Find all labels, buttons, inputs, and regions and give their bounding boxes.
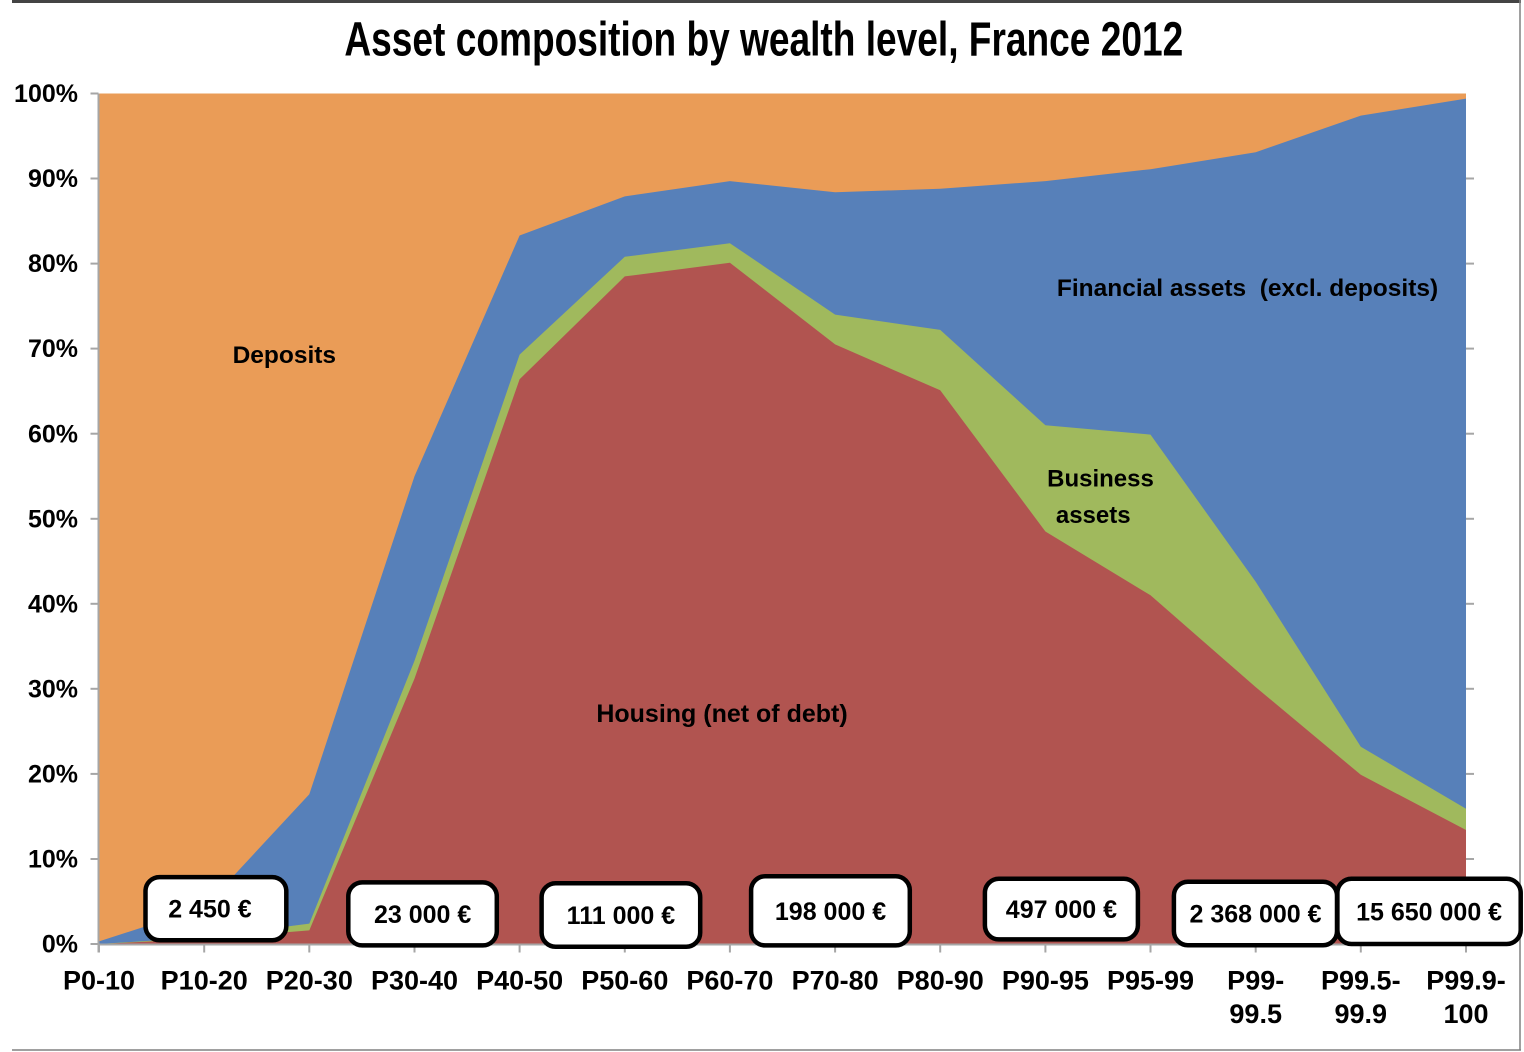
svg-text:100%: 100% [14, 80, 78, 108]
svg-text:Deposits: Deposits [233, 342, 336, 369]
svg-text:15 650 000 €: 15 650 000 € [1356, 898, 1502, 926]
svg-text:23 000 €: 23 000 € [374, 901, 471, 929]
svg-text:P40-50: P40-50 [476, 966, 563, 996]
svg-text:P80-90: P80-90 [897, 966, 984, 996]
svg-text:40%: 40% [28, 590, 78, 618]
svg-text:P50-60: P50-60 [581, 966, 668, 996]
svg-text:99.5: 99.5 [1229, 999, 1282, 1029]
svg-text:assets: assets [1056, 502, 1131, 529]
svg-text:60%: 60% [28, 420, 78, 448]
svg-text:20%: 20% [28, 761, 78, 789]
svg-text:80%: 80% [28, 250, 78, 278]
svg-text:P95-99: P95-99 [1107, 966, 1194, 996]
svg-text:70%: 70% [28, 335, 78, 363]
svg-text:Financial assets (excl. depos: Financial assets (excl. deposits) [1057, 275, 1438, 302]
svg-text:P99.5-: P99.5- [1321, 966, 1401, 996]
svg-text:198 000 €: 198 000 € [775, 898, 886, 926]
svg-text:50%: 50% [28, 505, 78, 533]
svg-text:90%: 90% [28, 165, 78, 193]
svg-text:P70-80: P70-80 [792, 966, 879, 996]
svg-text:111 000 €: 111 000 € [567, 902, 676, 930]
svg-text:P60-70: P60-70 [686, 966, 773, 996]
svg-text:99.9: 99.9 [1335, 999, 1388, 1029]
svg-text:P10-20: P10-20 [161, 966, 248, 996]
svg-text:497 000 €: 497 000 € [1006, 896, 1117, 924]
svg-text:10%: 10% [28, 846, 78, 874]
svg-text:P90-95: P90-95 [1002, 966, 1089, 996]
svg-text:P99-: P99- [1227, 966, 1284, 996]
svg-text:Housing (net of debt): Housing (net of debt) [596, 700, 847, 728]
svg-text:2 450 €: 2 450 € [168, 896, 252, 924]
svg-text:P0-10: P0-10 [63, 966, 135, 996]
svg-text:100: 100 [1443, 999, 1488, 1029]
svg-text:Business: Business [1047, 466, 1154, 493]
svg-text:P99.9-: P99.9- [1426, 966, 1506, 996]
svg-text:P30-40: P30-40 [371, 966, 458, 996]
svg-text:2 368 000 €: 2 368 000 € [1189, 901, 1321, 929]
svg-text:P20-30: P20-30 [266, 966, 353, 996]
svg-text:Asset composition by wealth le: Asset composition by wealth level, Franc… [344, 13, 1183, 67]
svg-text:0%: 0% [42, 931, 78, 959]
svg-text:30%: 30% [28, 675, 78, 703]
